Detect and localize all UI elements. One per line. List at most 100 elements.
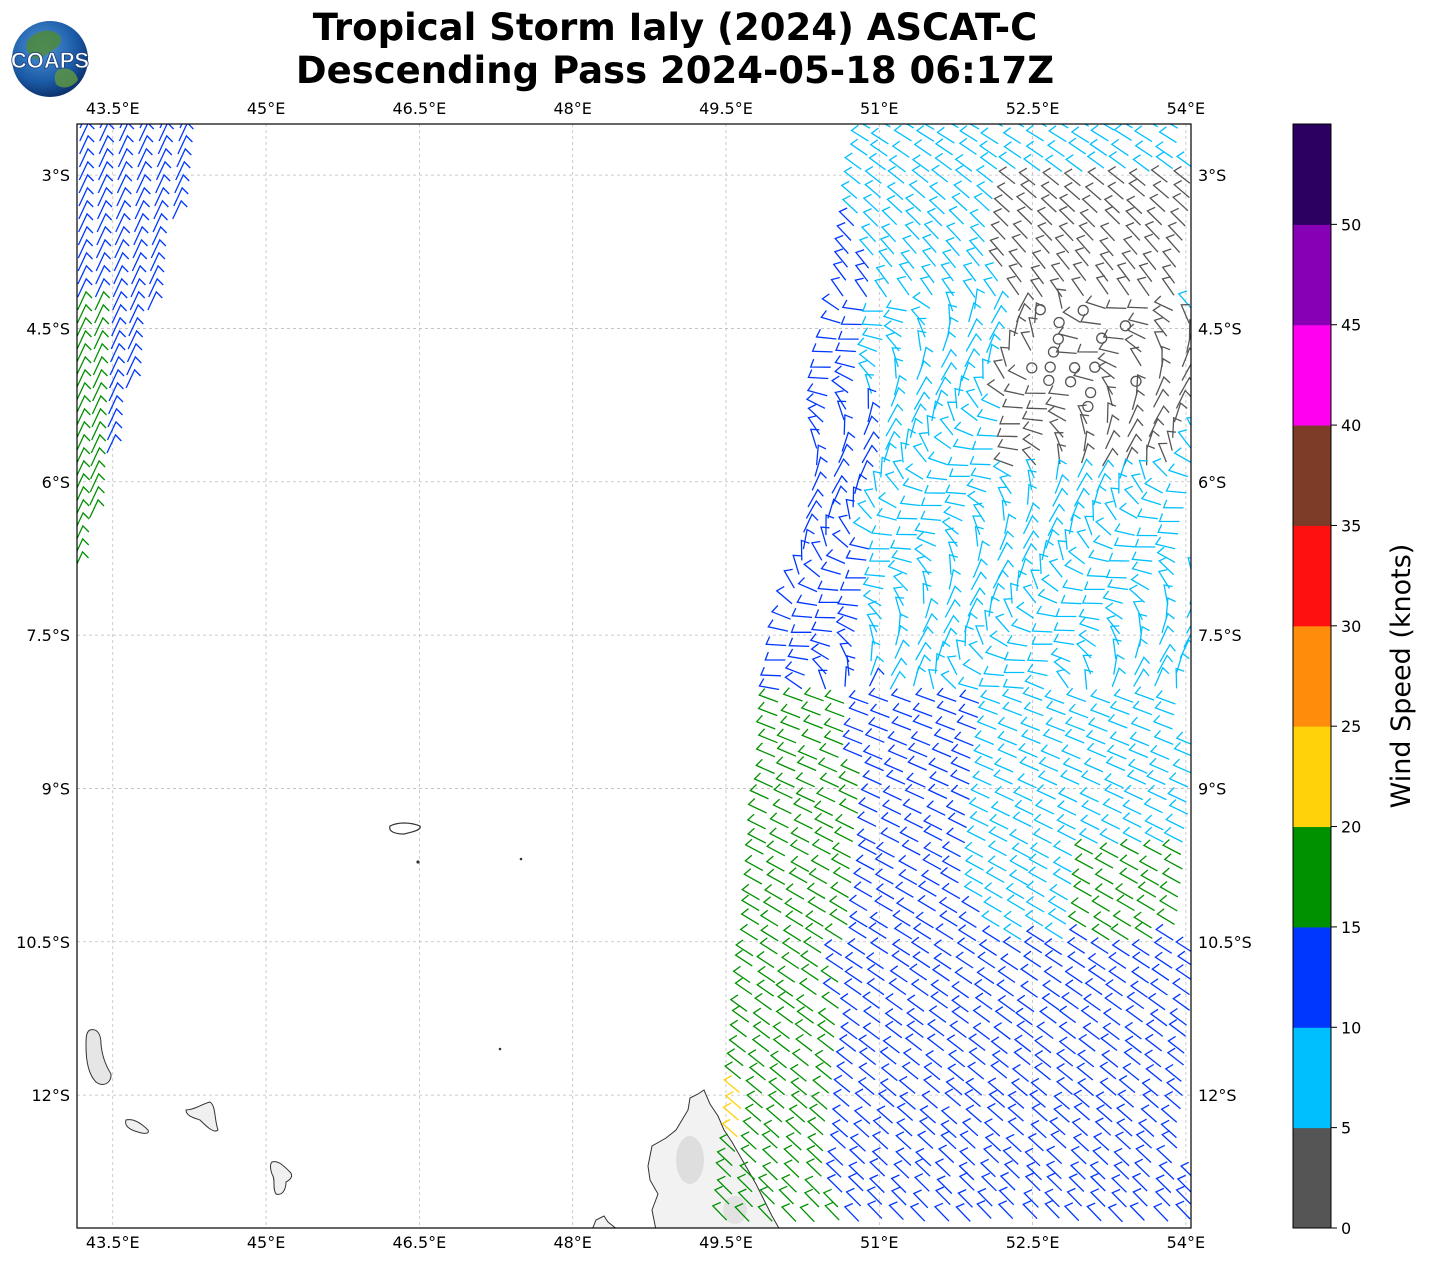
wind-barb <box>879 1046 897 1065</box>
wind-barb <box>740 894 760 912</box>
wind-barb <box>95 264 111 285</box>
wind-barb <box>1126 991 1145 1010</box>
wind-barb <box>891 549 912 564</box>
wind-barb <box>945 236 960 257</box>
wind-barb <box>806 1116 824 1136</box>
wind-barb <box>999 530 1015 551</box>
wind-barb <box>1060 991 1079 1010</box>
wind-barb <box>903 812 923 829</box>
wind-barb <box>89 485 105 506</box>
wind-barb <box>1082 993 1101 1012</box>
island-small-3 <box>498 1047 502 1051</box>
wind-barb <box>813 800 833 817</box>
wind-barb <box>880 1063 898 1082</box>
wind-barb <box>947 812 967 829</box>
wind-barb <box>831 1104 849 1123</box>
wind-barb <box>940 1106 958 1125</box>
wind-barb <box>1060 594 1082 605</box>
wind-barb <box>1035 234 1050 254</box>
wind-barb <box>761 1145 779 1164</box>
wind-barb <box>848 537 870 550</box>
wind-barb <box>974 992 993 1010</box>
wind-barb <box>1124 1021 1142 1040</box>
wind-barb <box>763 1119 780 1139</box>
wind-barb <box>1032 827 1052 844</box>
wind-barb <box>921 233 937 254</box>
wind-barb <box>999 346 1010 367</box>
wind-barb <box>898 868 918 886</box>
wind-barb <box>797 577 818 593</box>
wind-barb <box>857 839 877 856</box>
wind-barb <box>887 165 905 184</box>
wind-barb <box>1102 1022 1120 1041</box>
wind-barb <box>950 784 970 800</box>
wind-barb <box>1094 517 1112 536</box>
wind-barb <box>1105 979 1123 997</box>
lon-tick-label-bottom: 48°E <box>553 1233 591 1252</box>
wind-barb <box>912 714 933 730</box>
wind-barb <box>1165 597 1176 618</box>
wind-barb <box>807 403 824 423</box>
wind-barb <box>1111 1188 1127 1208</box>
wind-barb <box>841 195 859 214</box>
wind-barb <box>1147 784 1167 801</box>
wind-barb <box>1153 295 1174 312</box>
wind-barb <box>1059 769 1080 785</box>
wind-barb <box>728 1034 746 1053</box>
wind-barb <box>1040 181 1058 200</box>
wind-barb <box>1129 980 1148 998</box>
wind-barb <box>900 249 915 270</box>
wind-barb <box>1113 537 1135 548</box>
wind-barb <box>1034 1035 1052 1054</box>
wind-barb <box>940 348 957 368</box>
wind-barb <box>1160 1119 1177 1139</box>
wind-barb <box>1140 1104 1158 1123</box>
island-small-1 <box>416 860 420 864</box>
wind-barb <box>838 443 854 464</box>
wind-barb <box>1157 442 1168 463</box>
wind-barb <box>973 743 993 759</box>
wind-barb <box>1113 653 1125 675</box>
wind-barb <box>1072 1133 1090 1152</box>
wind-barb <box>1054 234 1070 254</box>
wind-barb <box>935 923 954 941</box>
wind-barb <box>1017 291 1035 312</box>
wind-barb <box>884 993 903 1011</box>
wind-barb <box>742 1116 759 1136</box>
wind-barb <box>77 251 93 272</box>
wind-barb <box>941 841 961 858</box>
wind-barb <box>106 433 122 454</box>
wind-barb <box>928 181 946 201</box>
wind-barb <box>946 401 957 422</box>
wind-barb <box>1116 275 1130 296</box>
wind-barb <box>1166 430 1176 451</box>
wind-barb <box>1091 895 1110 912</box>
wind-barb <box>992 569 1009 589</box>
wind-barb <box>863 415 879 436</box>
wind-barb <box>800 539 810 561</box>
wind-barb <box>1003 141 1022 159</box>
wind-barb <box>984 609 994 631</box>
wind-barb <box>1106 401 1117 423</box>
wind-barb <box>1020 716 1041 732</box>
wind-barb <box>894 881 914 898</box>
wind-barb <box>969 811 989 827</box>
wind-barb <box>1030 1119 1047 1139</box>
wind-barb <box>118 134 134 155</box>
wind-barb <box>1019 179 1037 199</box>
wind-barb <box>1150 164 1168 183</box>
wind-barb <box>1057 540 1067 561</box>
wind-barb <box>1107 578 1128 591</box>
wind-barb <box>1052 868 1072 885</box>
wind-barb <box>819 772 839 788</box>
wind-barb <box>77 433 91 452</box>
wind-barb <box>852 516 872 534</box>
wind-barb <box>869 703 890 719</box>
wind-barb <box>997 743 1017 759</box>
wind-barb <box>960 403 978 422</box>
wind-barb <box>110 329 127 350</box>
wind-barb <box>1136 508 1158 520</box>
wind-barb <box>823 939 843 957</box>
wind-barb <box>965 1077 983 1096</box>
wind-barb <box>1031 622 1053 633</box>
